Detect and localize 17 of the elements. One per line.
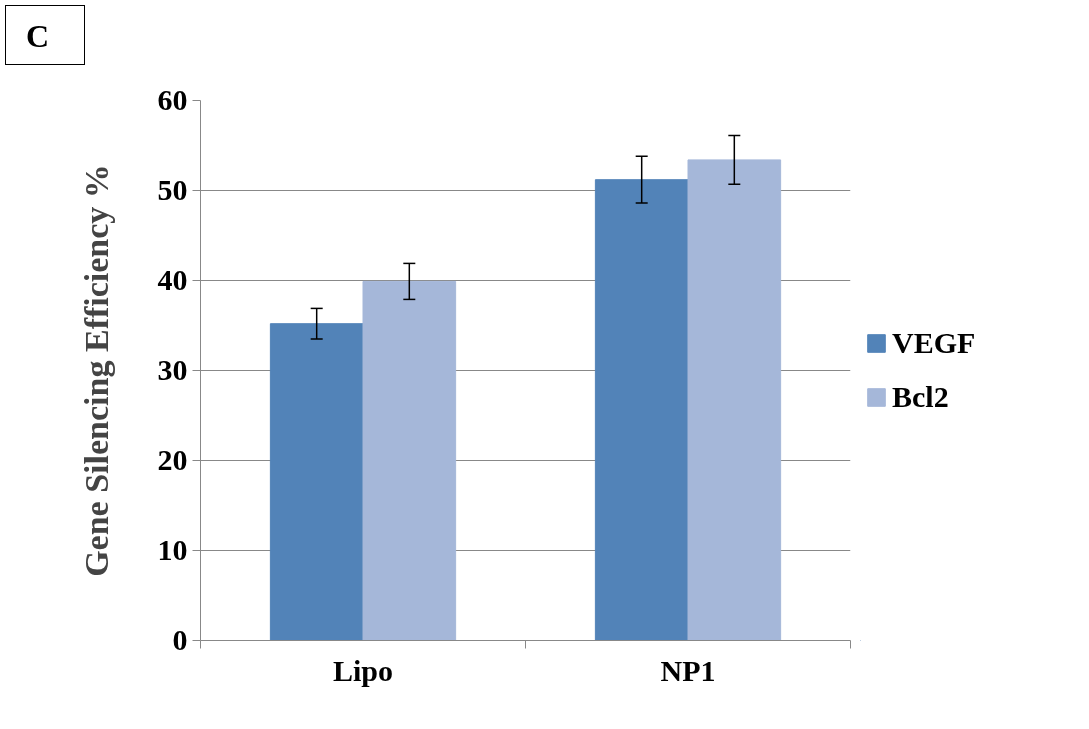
y-tick-label: 10 [157, 533, 188, 566]
x-tick-label: Lipo [332, 653, 394, 687]
bar [687, 159, 782, 641]
text: C [26, 17, 50, 56]
y-tick-label: 30 [157, 353, 188, 386]
legend-label: VEGF [892, 326, 976, 360]
legend-label: Bcl2 [892, 380, 949, 414]
bar [362, 280, 457, 641]
y-tick-label: 60 [157, 83, 188, 116]
bar [269, 323, 364, 641]
y-tick-label: 20 [157, 443, 188, 476]
y-tick-label: 0 [172, 623, 188, 656]
y-tick-label: 50 [157, 173, 188, 206]
x-tick-label: NP1 [660, 653, 716, 687]
bar [594, 179, 689, 641]
y-tick-label: 40 [157, 263, 188, 296]
y-axis-title: Gene Silencing Efficiency % [77, 164, 115, 577]
